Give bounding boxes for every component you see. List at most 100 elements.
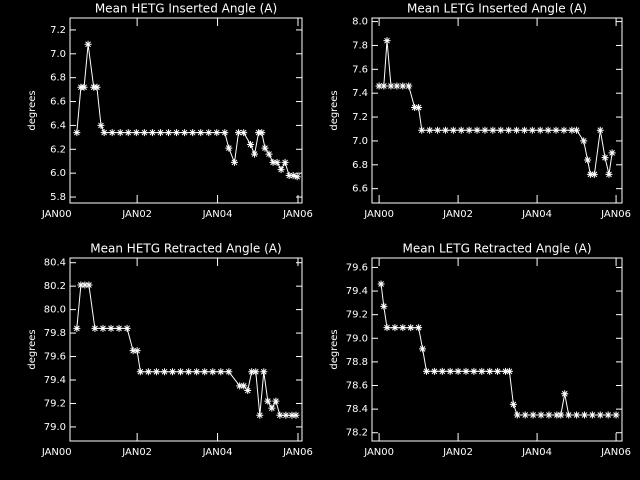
data-point	[201, 368, 209, 376]
data-point	[411, 104, 419, 112]
data-point	[133, 347, 141, 355]
x-tick-label: JAN02	[442, 447, 473, 458]
data-point	[497, 126, 505, 134]
data-point	[276, 411, 284, 419]
data-point	[529, 411, 537, 419]
data-point	[588, 411, 596, 419]
data-line	[76, 44, 298, 178]
data-point	[173, 129, 181, 137]
data-point	[268, 404, 276, 412]
data-point	[580, 137, 588, 145]
chart-panel: Mean LETG Retracted Angle (A) degrees 78.2…	[329, 242, 631, 459]
data-point	[240, 129, 248, 137]
data-point	[505, 126, 513, 134]
data-point	[438, 367, 446, 375]
y-tick-label: 6.6	[352, 184, 368, 195]
data-point	[230, 158, 238, 166]
y-tick-label: 8.0	[352, 17, 368, 28]
data-point	[93, 83, 101, 91]
data-point	[100, 129, 108, 137]
y-tick-label: 80.0	[44, 305, 66, 316]
data-point	[148, 129, 156, 137]
data-point	[601, 154, 609, 162]
data-point	[73, 129, 81, 137]
data-point	[289, 172, 297, 180]
data-point	[273, 158, 281, 166]
data-point	[77, 281, 85, 289]
data-point	[419, 345, 427, 353]
data-point	[423, 367, 431, 375]
data-point	[252, 368, 260, 376]
data-point	[260, 368, 268, 376]
y-tick-label: 6.8	[50, 73, 66, 84]
x-tick-label: JAN00	[41, 447, 72, 458]
data-point	[478, 367, 486, 375]
data-point	[277, 166, 285, 174]
data-point	[537, 411, 545, 419]
x-tick-label: JAN06	[600, 209, 631, 220]
data-point	[454, 367, 462, 375]
data-point	[434, 126, 442, 134]
data-point	[573, 411, 581, 419]
data-point	[258, 129, 266, 137]
data-point	[462, 367, 470, 375]
data-point	[494, 367, 502, 375]
y-tick-label: 79.0	[44, 422, 66, 433]
y-tick-label: 6.0	[50, 168, 66, 179]
data-point	[189, 129, 197, 137]
x-tick-label: JAN02	[121, 447, 152, 458]
y-tick-label: 6.4	[50, 120, 66, 131]
data-point	[265, 150, 273, 158]
y-tick-label: 79.6	[346, 262, 368, 273]
data-point	[399, 324, 407, 332]
data-point	[165, 129, 173, 137]
data-point	[612, 411, 620, 419]
data-point	[457, 126, 465, 134]
data-point	[513, 411, 521, 419]
data-point	[269, 158, 277, 166]
data-point	[521, 411, 529, 419]
data-point	[217, 368, 225, 376]
plot-frame	[69, 257, 303, 442]
y-tick-label: 79.6	[44, 352, 66, 363]
data-point	[375, 82, 383, 90]
data-point	[393, 82, 401, 90]
y-tick-label: 7.0	[352, 136, 368, 147]
y-axis-label: degrees	[27, 90, 38, 130]
data-point	[152, 368, 160, 376]
data-line	[379, 40, 613, 175]
data-point	[160, 368, 168, 376]
data-point	[197, 129, 205, 137]
y-tick-label: 79.2	[346, 310, 368, 321]
data-point	[418, 126, 426, 134]
data-point	[513, 126, 521, 134]
x-tick-label: JAN06	[282, 209, 313, 220]
y-tick-label: 6.8	[352, 160, 368, 171]
y-tick-label: 80.2	[44, 281, 66, 292]
data-point	[248, 368, 256, 376]
y-tick-label: 78.2	[346, 428, 368, 439]
data-point	[430, 367, 438, 375]
data-point	[470, 367, 478, 375]
data-point	[560, 126, 568, 134]
data-point	[383, 37, 391, 45]
data-point	[288, 411, 296, 419]
data-point	[140, 129, 148, 137]
plot-frame	[69, 17, 303, 204]
data-point	[573, 126, 581, 134]
data-point	[177, 368, 185, 376]
x-tick-label: JAN04	[202, 447, 233, 458]
x-tick-label: JAN00	[363, 209, 394, 220]
data-point	[568, 126, 576, 134]
y-tick-label: 7.4	[352, 88, 368, 99]
data-point	[553, 411, 561, 419]
data-point	[193, 368, 201, 376]
x-tick-label: JAN00	[363, 447, 394, 458]
y-tick-label: 7.6	[352, 64, 368, 75]
data-point	[123, 324, 131, 332]
data-point	[446, 367, 454, 375]
data-point	[544, 126, 552, 134]
data-point	[545, 411, 553, 419]
chart-panel: Mean LETG Inserted Angle (A) degrees 6.6 6.…	[329, 2, 631, 221]
data-point	[590, 170, 598, 178]
